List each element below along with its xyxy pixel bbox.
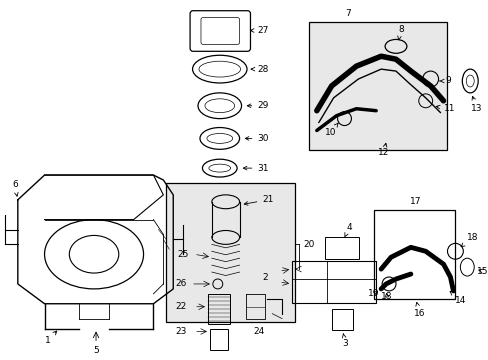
Text: 23: 23 (175, 327, 186, 336)
Text: 6: 6 (12, 180, 18, 196)
Text: 18: 18 (380, 292, 392, 301)
Text: 26: 26 (175, 279, 186, 288)
Text: 20: 20 (303, 240, 314, 249)
Text: 28: 28 (251, 64, 268, 73)
Text: 24: 24 (253, 327, 264, 336)
Text: 12: 12 (377, 143, 389, 157)
Bar (209, 329, 227, 350)
Text: 16: 16 (413, 302, 425, 318)
Text: 5: 5 (93, 346, 99, 355)
Text: 9: 9 (439, 76, 450, 85)
Text: 21: 21 (244, 195, 273, 205)
Text: 14: 14 (449, 292, 466, 305)
Text: 2: 2 (262, 273, 267, 282)
Text: 4: 4 (344, 223, 351, 237)
Bar (331, 309, 353, 330)
Bar (207, 294, 229, 324)
Text: 11: 11 (435, 104, 454, 113)
Text: 29: 29 (247, 101, 268, 110)
Text: 15: 15 (476, 267, 488, 276)
Bar (166, 183, 294, 321)
Text: 10: 10 (324, 123, 338, 137)
Bar (308, 22, 447, 150)
Text: 18: 18 (460, 233, 478, 247)
Text: 30: 30 (245, 134, 268, 143)
Text: 13: 13 (470, 96, 482, 113)
Text: 25: 25 (177, 250, 188, 259)
Text: 17: 17 (409, 197, 421, 206)
Text: 8: 8 (397, 25, 403, 40)
Text: 22: 22 (175, 302, 186, 311)
Bar (373, 210, 454, 299)
Bar (324, 238, 359, 259)
Text: 27: 27 (250, 26, 268, 35)
Text: 19: 19 (367, 289, 379, 298)
Text: 7: 7 (345, 9, 351, 18)
Text: 1: 1 (44, 331, 57, 345)
Text: 31: 31 (243, 163, 268, 172)
Bar (291, 261, 375, 303)
Text: 3: 3 (342, 333, 347, 348)
